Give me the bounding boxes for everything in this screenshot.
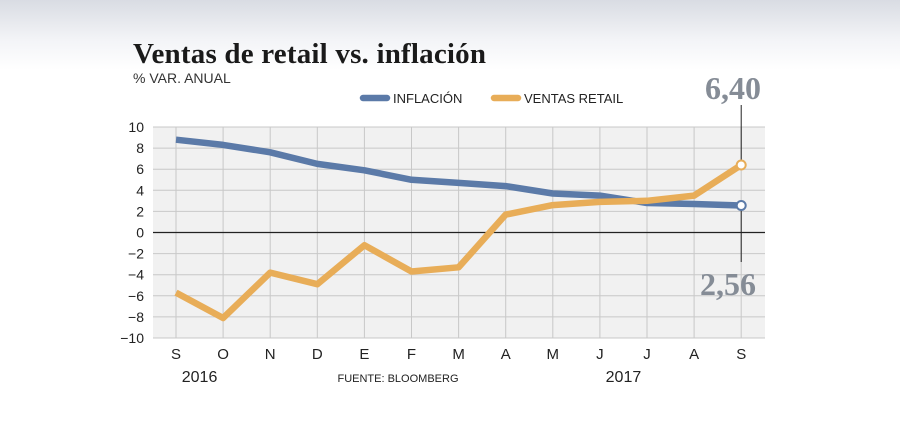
x-tick-label: D [312,346,323,363]
year-labels: 2016 2017 [182,369,642,386]
end-point-marker [735,199,747,211]
y-tick-label: −4 [128,267,144,283]
x-tick-label: J [596,346,604,363]
x-tick-label: O [217,346,229,363]
x-tick-label: M [452,346,465,363]
x-tick-label: S [736,346,746,363]
year-label: 2016 [182,369,218,386]
y-tick-label: 8 [136,140,144,156]
y-tick-label: 0 [136,225,144,241]
x-tick-label: A [501,346,511,363]
year-label: 2017 [606,369,642,386]
y-tick-label: −2 [128,246,144,262]
x-tick-label: A [689,346,699,363]
y-tick-label: −10 [120,330,144,346]
x-tick-label: S [171,346,181,363]
x-tick-label: J [643,346,651,363]
series-group [174,136,743,322]
callout-label: 2,56 [700,266,756,302]
series-line-1 [174,162,743,322]
legend-label: INFLACIÓN [393,91,462,106]
x-tick-label: N [265,346,276,363]
x-tick-label: M [547,346,560,363]
end-point-marker [735,159,747,171]
source-label: FUENTE: BLOOMBERG [337,373,458,385]
chart-title: Ventas de retail vs. inflación [133,38,487,70]
y-tick-label: 4 [136,182,144,198]
x-tick-label: E [359,346,369,363]
y-tick-label: 6 [136,161,144,177]
y-tick-label: 2 [136,203,144,219]
y-tick-label: −6 [128,288,144,304]
y-axis: 10 8 6 4 2 0 −2 −4 −6 −8 −10 [120,119,144,346]
y-tick-label: −8 [128,309,144,325]
legend: INFLACIÓN VENTAS RETAIL [359,91,623,106]
legend-label: VENTAS RETAIL [524,91,623,106]
chart-subtitle: % VAR. ANUAL [133,70,231,86]
y-tick-label: 10 [128,119,144,135]
grid [153,126,765,339]
callout-label: 6,40 [705,70,761,106]
x-tick-label: F [407,346,416,363]
callouts: 6,40 2,56 [700,70,761,302]
